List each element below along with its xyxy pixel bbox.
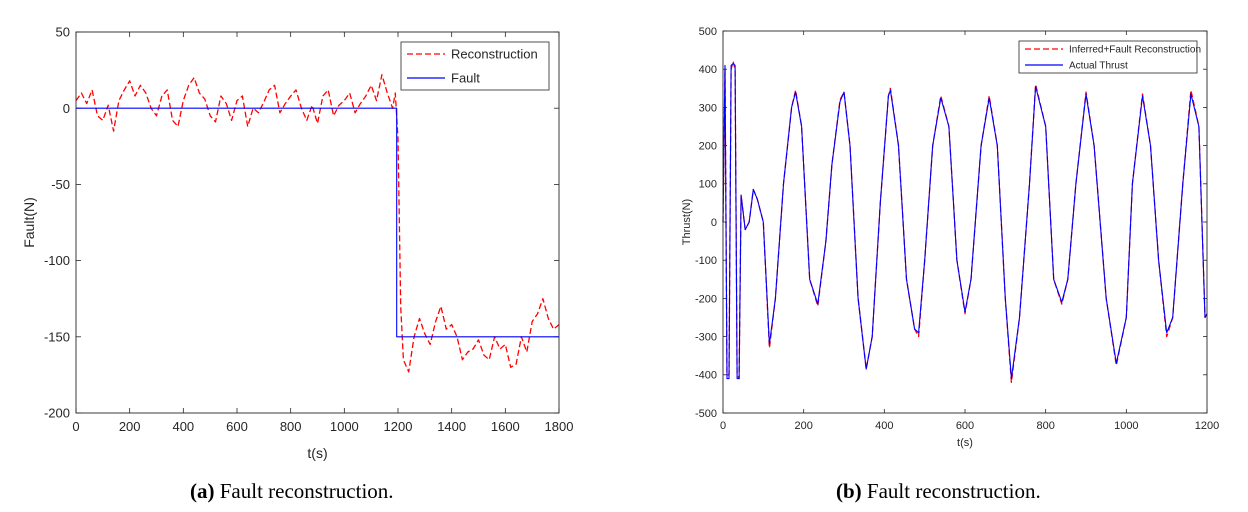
chart-b-legend-label: Actual Thrust bbox=[1069, 61, 1128, 72]
chart-b-ytick-label: -300 bbox=[695, 331, 717, 343]
chart-b-ytick-label: 400 bbox=[699, 64, 717, 76]
chart-a-xlabel: t(s) bbox=[307, 445, 327, 461]
chart-a-axes-frame bbox=[75, 31, 560, 414]
chart-a-legend-box bbox=[400, 41, 550, 91]
caption-a-text: Fault reconstruction. bbox=[219, 479, 394, 503]
chart-a-ytick-label: 0 bbox=[63, 101, 70, 116]
chart-a-xtick-label: 600 bbox=[226, 419, 248, 434]
chart-b-legend-box bbox=[1018, 40, 1198, 74]
chart-b-xlabel: t(s) bbox=[957, 437, 973, 449]
chart-a-ytick-label: -100 bbox=[44, 253, 70, 268]
chart-b-ytick-label: -400 bbox=[695, 370, 717, 382]
chart-b-ytick-label: 300 bbox=[699, 102, 717, 114]
chart-b-ylabel: Thrust(N) bbox=[681, 199, 693, 245]
chart-b-ytick-label: -500 bbox=[695, 408, 717, 420]
chart-a-xtick-label: 400 bbox=[172, 419, 194, 434]
chart-a-plot-area bbox=[76, 32, 559, 413]
chart-a-legend-label: Reconstruction bbox=[451, 47, 538, 62]
chart-a-xtick-label: 200 bbox=[119, 419, 141, 434]
chart-b-xtick-label: 800 bbox=[1036, 420, 1054, 432]
chart-a-series-fault bbox=[76, 107, 559, 338]
chart-b-axes-frame bbox=[722, 30, 1208, 414]
chart-a-ytick-label: -200 bbox=[44, 406, 70, 421]
chart-b-ytick-label: 0 bbox=[711, 217, 717, 229]
chart-b-xtick-label: 0 bbox=[720, 420, 726, 432]
chart-a-xtick-label: 1000 bbox=[330, 419, 359, 434]
chart-b-xtick-label: 400 bbox=[875, 420, 893, 432]
chart-a-xtick-label: 1800 bbox=[545, 419, 574, 434]
chart-b-legend-label: Inferred+Fault Reconstruction bbox=[1069, 45, 1201, 56]
caption-a: (a) Fault reconstruction. bbox=[190, 479, 394, 504]
chart-a-xtick-label: 1600 bbox=[491, 419, 520, 434]
caption-b: (b) Fault reconstruction. bbox=[836, 479, 1041, 504]
chart-b-ytick-label: -100 bbox=[695, 255, 717, 267]
caption-a-tag: (a) bbox=[190, 479, 215, 503]
chart-a-ytick-label: 50 bbox=[56, 25, 70, 40]
chart-b-xtick-label: 200 bbox=[794, 420, 812, 432]
chart-b-ytick-label: 100 bbox=[699, 179, 717, 191]
chart-a-xtick-label: 0 bbox=[72, 419, 79, 434]
chart-a-ytick-label: -150 bbox=[44, 329, 70, 344]
chart-b-series-actual-thrust bbox=[722, 62, 1208, 380]
chart-b-xtick-label: 600 bbox=[956, 420, 974, 432]
caption-b-tag: (b) bbox=[836, 479, 862, 503]
chart-b-ytick-label: -200 bbox=[695, 293, 717, 305]
chart-a-legend-label: Fault bbox=[451, 71, 480, 86]
chart-b-ytick-label: 200 bbox=[699, 140, 717, 152]
chart-b-xtick-label: 1000 bbox=[1114, 420, 1138, 432]
chart-a-ylabel: Fault(N) bbox=[21, 197, 37, 248]
chart-b-ytick-label: 500 bbox=[699, 26, 717, 38]
chart-b-xtick-label: 1200 bbox=[1195, 420, 1219, 432]
chart-a-ytick-label: -50 bbox=[51, 177, 70, 192]
chart-a-series-reconstruction bbox=[75, 74, 560, 373]
chart-a-xtick-label: 800 bbox=[280, 419, 302, 434]
chart-b-plot-area bbox=[723, 31, 1207, 413]
chart-a-xtick-label: 1200 bbox=[384, 419, 413, 434]
chart-a-xtick-label: 1400 bbox=[437, 419, 466, 434]
caption-b-text: Fault reconstruction. bbox=[866, 479, 1041, 503]
